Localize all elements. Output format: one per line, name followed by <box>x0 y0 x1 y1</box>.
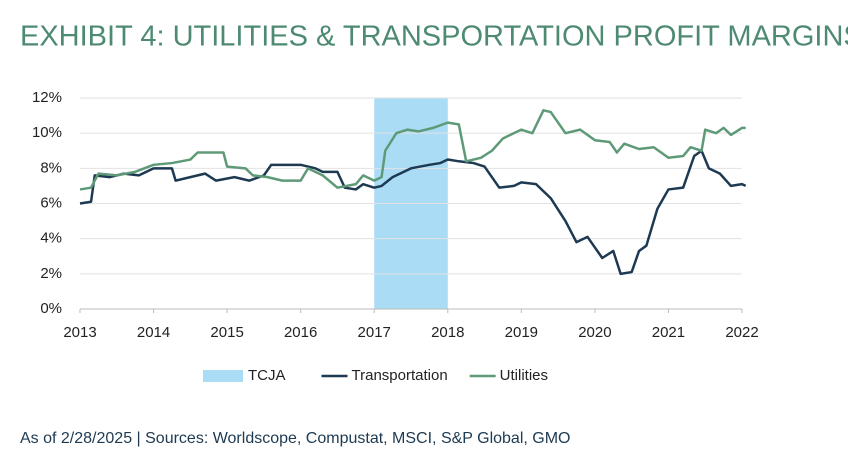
x-tick-label: 2019 <box>505 324 538 341</box>
series-line <box>79 109 746 191</box>
y-tick-label: 12% <box>32 89 62 106</box>
legend-label: Transportation <box>352 367 448 384</box>
legend-label: TCJA <box>248 367 286 384</box>
chart-title: EXHIBIT 4: UTILITIES & TRANSPORTATION PR… <box>20 21 848 53</box>
y-tick-label: 4% <box>40 230 62 247</box>
x-tick-label: 2018 <box>431 324 464 341</box>
x-tick-label: 2021 <box>652 324 685 341</box>
x-tick-label: 2014 <box>137 324 170 341</box>
y-tick-label: 0% <box>40 300 62 317</box>
x-tick-label: 2022 <box>725 324 758 341</box>
x-tick-label: 2015 <box>210 324 243 341</box>
x-tick-label: 2016 <box>284 324 317 341</box>
legend-label: Utilities <box>500 367 548 384</box>
y-tick-label: 2% <box>40 265 62 282</box>
x-tick-label: 2020 <box>578 324 611 341</box>
footnote: As of 2/28/2025 | Sources: Worldscope, C… <box>20 430 570 447</box>
x-tick-label: 2017 <box>358 324 391 341</box>
x-tick-label: 2013 <box>63 324 96 341</box>
y-tick-label: 6% <box>40 194 62 211</box>
y-tick-label: 10% <box>32 124 62 141</box>
y-tick-label: 8% <box>40 159 62 176</box>
series-line <box>79 149 747 276</box>
legend-swatch <box>203 370 243 382</box>
